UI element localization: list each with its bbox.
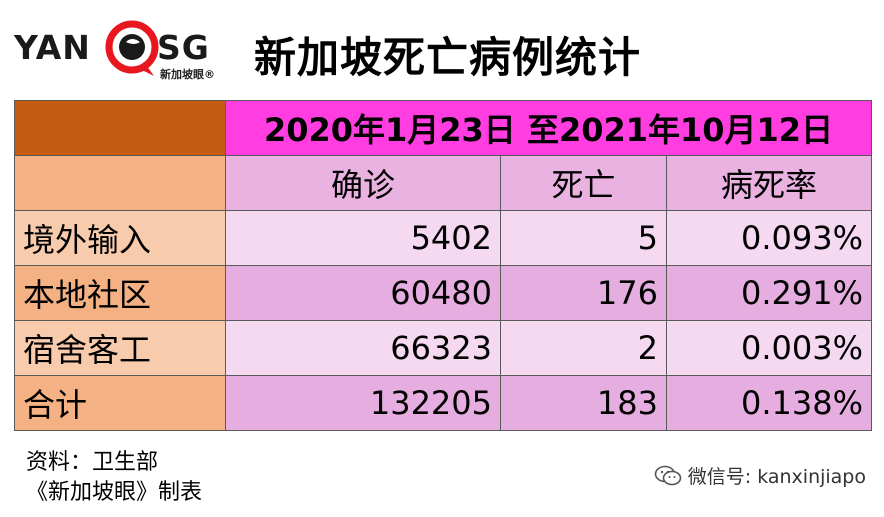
wechat-icon	[654, 465, 682, 485]
row-label: 本地社区	[14, 265, 226, 321]
deaths-cell: 2	[500, 320, 667, 376]
column-header-deaths: 死亡	[500, 155, 667, 211]
column-header-row: 确诊 死亡 病死率	[14, 155, 873, 211]
date-range-header: 2020年1月23日 至2021年10月12日	[224, 100, 873, 156]
row-label: 合计	[14, 375, 226, 431]
row-label: 境外输入	[14, 210, 226, 266]
row-label-header	[14, 155, 226, 211]
table-row-total: 合计 132205 183 0.138%	[14, 375, 873, 431]
deaths-cell: 176	[500, 265, 667, 321]
made-by-line: 《新加坡眼》制表	[26, 480, 203, 505]
rate-cell: 0.138%	[665, 375, 873, 431]
rate-cell: 0.093%	[665, 210, 873, 266]
confirmed-cell: 5402	[225, 210, 501, 266]
logo-subtitle: 新加坡眼®	[160, 68, 215, 81]
logo-right-text: SG	[157, 28, 210, 67]
deaths-cell: 183	[500, 375, 667, 431]
statistics-table: 2020年1月23日 至2021年10月12日 确诊 死亡 病死率 境外输入 5…	[14, 100, 873, 431]
source-note: 资料：卫生部 《新加坡眼》制表	[26, 448, 202, 508]
row-label: 宿舍客工	[14, 320, 226, 376]
table-row: 境外输入 5402 5 0.093%	[14, 210, 873, 266]
wechat-id-text: 微信号: kanxinjiapo	[687, 466, 866, 488]
table-row: 本地社区 60480 176 0.291%	[14, 265, 873, 321]
column-header-confirmed: 确诊	[225, 155, 501, 211]
rate-cell: 0.291%	[665, 265, 873, 321]
column-header-fatality-rate: 病死率	[665, 155, 873, 211]
confirmed-cell: 60480	[225, 265, 501, 321]
table-row: 宿舍客工 66323 2 0.003%	[14, 320, 873, 376]
wechat-watermark: 微信号: kanxinjiapo	[654, 462, 866, 489]
corner-cell	[14, 100, 226, 156]
logo-eye-icon	[105, 20, 159, 76]
rate-cell: 0.003%	[665, 320, 873, 376]
brand-logo: YAN SG 新加坡眼®	[14, 14, 234, 84]
source-line: 资料：卫生部	[26, 450, 159, 475]
date-header-row: 2020年1月23日 至2021年10月12日	[14, 100, 873, 156]
confirmed-cell: 132205	[225, 375, 501, 431]
deaths-cell: 5	[500, 210, 667, 266]
page-title: 新加坡死亡病例统计	[254, 33, 642, 82]
logo-left-text: YAN	[14, 28, 91, 67]
confirmed-cell: 66323	[225, 320, 501, 376]
